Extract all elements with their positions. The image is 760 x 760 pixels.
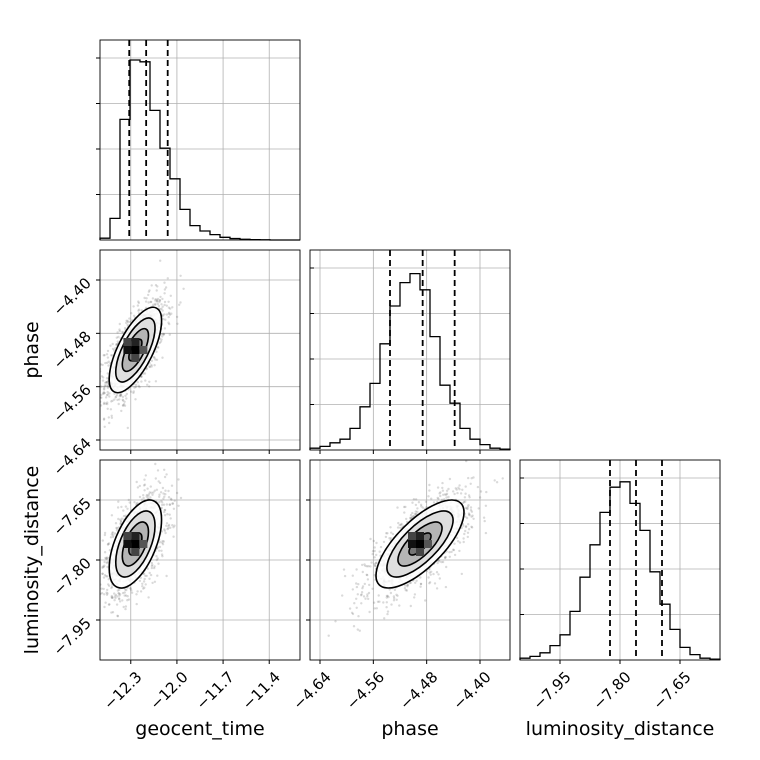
density-peak (123, 338, 148, 362)
y-tick-label: −4.64 (50, 434, 95, 479)
y-tick-label: −7.80 (50, 554, 95, 599)
y-tick-label: −4.48 (50, 327, 95, 372)
x-axis-title-phase: phase (381, 718, 438, 740)
density-phase-vs-luminosity_distance (309, 459, 511, 661)
density-peak (408, 532, 432, 556)
x-axis-title-geocent_time: geocent_time (135, 718, 264, 740)
panel-frame (99, 249, 301, 451)
x-tick-label: −7.65 (650, 668, 695, 713)
histogram-luminosity_distance (519, 459, 721, 661)
histogram-step (309, 272, 511, 450)
x-tick-label: −4.48 (396, 668, 441, 713)
histogram-step (519, 481, 721, 660)
x-tick-label: −11.4 (239, 668, 284, 713)
density-peak (123, 532, 148, 556)
panel-frame (309, 249, 511, 451)
panel-frame (99, 39, 301, 241)
y-tick-label: −7.95 (50, 614, 95, 659)
x-tick-label: −7.80 (590, 668, 635, 713)
histogram-geocent_time (96, 39, 301, 241)
panel-background (310, 250, 510, 450)
y-tick-label: −7.65 (50, 494, 95, 539)
y-axis-title-luminosity_distance: luminosity_distance (21, 466, 43, 655)
x-tick-label: −4.64 (290, 668, 335, 713)
histogram-phase (309, 249, 511, 451)
y-axis-title-phase: phase (21, 321, 43, 378)
x-tick-label: −4.40 (450, 668, 495, 713)
x-tick-label: −12.3 (100, 668, 145, 713)
y-tick-label: −4.56 (50, 381, 95, 426)
x-axis-title-luminosity_distance: luminosity_distance (526, 718, 715, 740)
density-geocent_time-vs-phase (99, 249, 301, 451)
x-tick-label: −4.56 (343, 668, 388, 713)
panel-background (100, 40, 300, 240)
x-tick-label: −7.95 (530, 668, 575, 713)
x-tick-label: −12.0 (146, 668, 191, 713)
y-tick-label: −4.40 (50, 274, 95, 319)
density-geocent_time-vs-luminosity_distance (99, 459, 301, 661)
x-tick-label: −11.7 (193, 668, 238, 713)
